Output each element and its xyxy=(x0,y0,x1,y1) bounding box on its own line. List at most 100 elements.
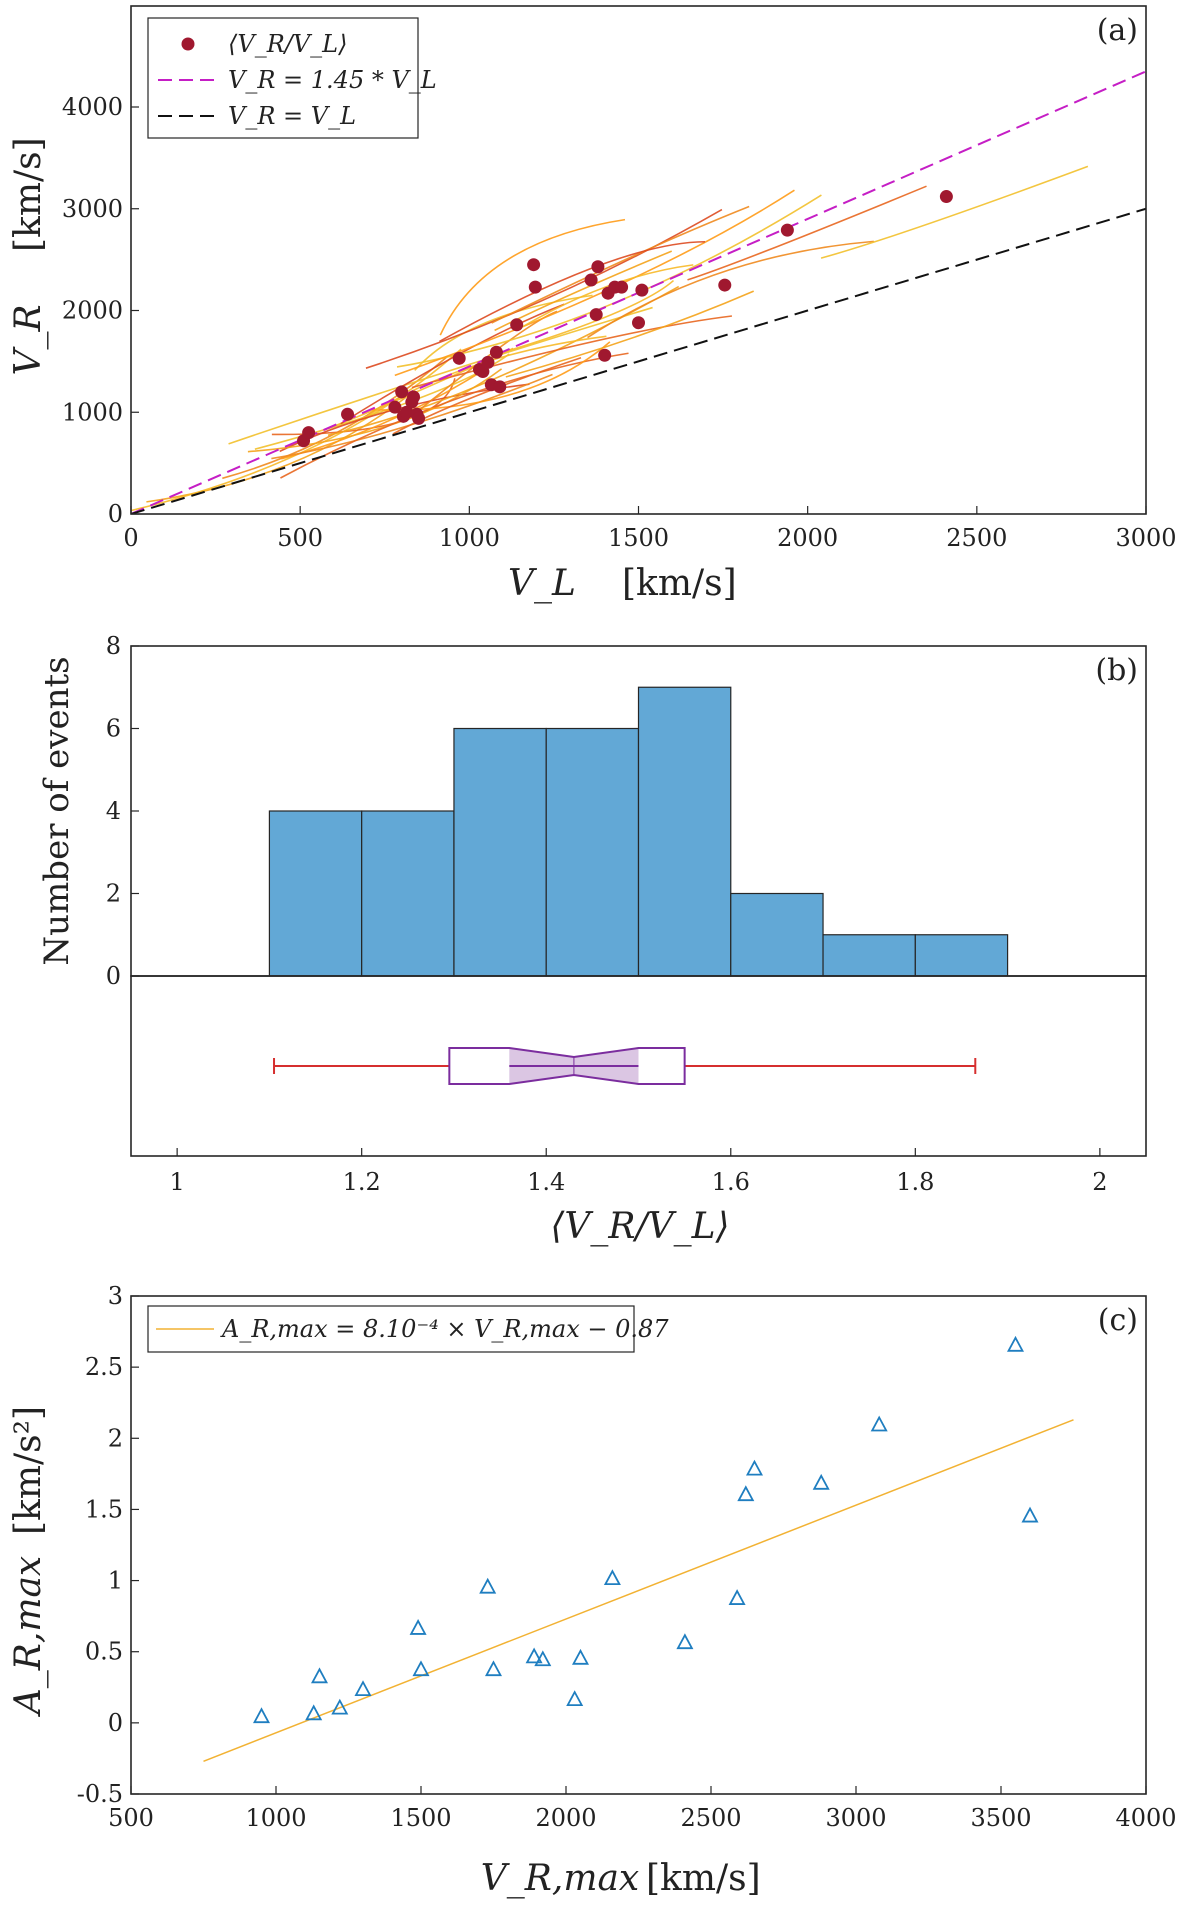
histogram-bar xyxy=(914,934,1009,977)
ratio-point xyxy=(510,318,524,332)
x-tick-label: 2500 xyxy=(946,524,1007,552)
panel-c: 500 1000 1500 2000 2500 3000 3500 4000 -0.5 0 0.5… xyxy=(8,1282,1177,1899)
y-tick-label: 2 xyxy=(108,1424,123,1452)
panel-c-y-unit: [km/s²] xyxy=(8,1406,49,1535)
ratio-point xyxy=(489,345,503,359)
trajectory-curve xyxy=(392,357,582,435)
ratio-point xyxy=(939,190,953,204)
boxplot-frame xyxy=(130,975,1147,1157)
triangle-point xyxy=(1021,1506,1039,1523)
panel-b-y-label: Number of events xyxy=(37,656,77,965)
panel-b-x-ticks: 1 1.2 1.4 1.6 1.8 2 xyxy=(169,1148,1108,1196)
ratio-point xyxy=(718,278,732,292)
mean-ratio-points xyxy=(297,190,953,448)
histogram-bar xyxy=(545,727,640,977)
ratio-point xyxy=(584,273,598,287)
x-tick-label: 500 xyxy=(108,1804,154,1832)
x-tick-label: 1.8 xyxy=(896,1168,934,1196)
panel-a-y-unit: [km/s] xyxy=(8,137,49,252)
x-tick-label: 1500 xyxy=(608,524,669,552)
y-tick-label: 1.5 xyxy=(85,1495,123,1523)
y-tick-label: 1 xyxy=(108,1567,123,1595)
trajectory-curve xyxy=(687,185,927,281)
ratio-point xyxy=(591,260,605,274)
velocity-trajectories xyxy=(131,165,1089,512)
panel-a-label: (a) xyxy=(1097,13,1138,48)
panel-c-x-unit: [km/s] xyxy=(646,1858,761,1899)
triangle-point xyxy=(479,1577,497,1594)
histogram-bar xyxy=(361,810,455,977)
regression-line xyxy=(203,1419,1074,1762)
y-tick-label: 8 xyxy=(106,632,121,660)
triangle-point xyxy=(1006,1335,1025,1352)
panel-c-x-label: V_R,max xyxy=(481,1858,639,1899)
panel-c-frame xyxy=(130,1295,1147,1795)
ratio-point xyxy=(632,316,645,330)
ratio-point xyxy=(527,258,541,272)
y-tick-label: -0.5 xyxy=(77,1780,123,1808)
triangle-point xyxy=(310,1667,329,1684)
ratio-point xyxy=(635,283,649,297)
panel-c-y-ticks: -0.5 0 0.5 1 1.5 2 2.5 3 xyxy=(77,1282,139,1808)
legend-entry-fit: A_R,max = 8.10⁻⁴ × V_R,max − 0.87 xyxy=(220,1315,669,1343)
y-tick-label: 3000 xyxy=(62,195,123,223)
y-tick-label: 0 xyxy=(108,500,123,528)
trajectory-curve xyxy=(411,315,733,389)
panel-b-y-ticks: 0 2 4 6 8 xyxy=(106,632,139,990)
panel-c-y-label: A_R,max xyxy=(8,1556,49,1717)
trajectory-curve xyxy=(439,218,626,336)
panel-a-y-ticks: 0 1000 2000 3000 4000 xyxy=(62,93,139,528)
histogram-bar xyxy=(730,892,824,977)
ratio-point xyxy=(407,390,421,404)
y-tick-label: 6 xyxy=(106,715,121,743)
y-tick-label: 0 xyxy=(108,1709,123,1737)
x-tick-label: 1000 xyxy=(245,1804,306,1832)
panel-a-y-label: V_R xyxy=(8,304,49,375)
x-tick-label: 500 xyxy=(277,524,323,552)
histogram-bar xyxy=(268,810,363,977)
x-tick-label: 1.2 xyxy=(343,1168,381,1196)
panel-a: 0 500 1000 1500 2000 2500 3000 0 1000 2000 3000 40… xyxy=(8,5,1177,604)
legend-entry-145: V_R = 1.45 * V_L xyxy=(228,66,437,94)
triangle-point xyxy=(534,1650,552,1667)
x-tick-label: 2000 xyxy=(535,1804,596,1832)
trajectory-curve xyxy=(820,165,1089,259)
panel-c-legend: A_R,max = 8.10⁻⁴ × V_R,max − 0.87 xyxy=(147,1305,669,1353)
triangle-point xyxy=(331,1698,349,1715)
triangle-point xyxy=(409,1619,427,1635)
trajectory-curve xyxy=(271,373,553,460)
box-outline xyxy=(448,1047,686,1085)
y-tick-label: 3 xyxy=(108,1282,123,1310)
ratio-point xyxy=(400,405,414,419)
histogram-bar xyxy=(637,686,732,977)
panel-a-legend: ⟨V_R/V_L⟩ V_R = 1.45 * V_L V_R = V_L xyxy=(147,17,437,139)
ratio-point xyxy=(780,223,794,237)
triangle-point xyxy=(571,1648,590,1665)
x-tick-label: 4000 xyxy=(1115,1804,1176,1832)
panel-b-x-label: ⟨V_R/V_L⟩ xyxy=(550,1206,729,1247)
trajectory-curve xyxy=(340,303,565,425)
histogram-bars xyxy=(268,686,1009,977)
ratio-point xyxy=(395,385,409,399)
panel-b-label: (b) xyxy=(1095,653,1138,688)
ratio-point xyxy=(481,355,495,369)
x-tick-label: 2000 xyxy=(777,524,838,552)
triangle-point xyxy=(870,1415,888,1432)
triangle-point xyxy=(525,1647,543,1664)
trajectory-curve xyxy=(365,208,723,369)
ratio-point xyxy=(615,280,629,294)
trajectory-curve xyxy=(497,279,675,355)
y-tick-label: 0 xyxy=(106,962,121,990)
identity-line xyxy=(131,207,1146,514)
triangle-point xyxy=(745,1459,764,1476)
legend-entry-equal: V_R = V_L xyxy=(228,102,356,130)
panel-b: 0 2 4 6 8 1 1.2 1.4 1.6 1.8 2 (b) ⟨V_R/V_L⟩ Numbe… xyxy=(37,632,1147,1247)
histogram-bar xyxy=(822,934,916,977)
triangle-point xyxy=(728,1589,746,1605)
x-tick-label: 1500 xyxy=(390,1804,451,1832)
trajectory-curve xyxy=(587,240,874,339)
ratio-point xyxy=(452,351,466,365)
panel-c-x-ticks: 500 1000 1500 2000 2500 3000 3500 4000 xyxy=(108,1786,1177,1832)
max-acceleration-points xyxy=(252,1335,1039,1724)
y-tick-label: 0.5 xyxy=(85,1638,123,1666)
